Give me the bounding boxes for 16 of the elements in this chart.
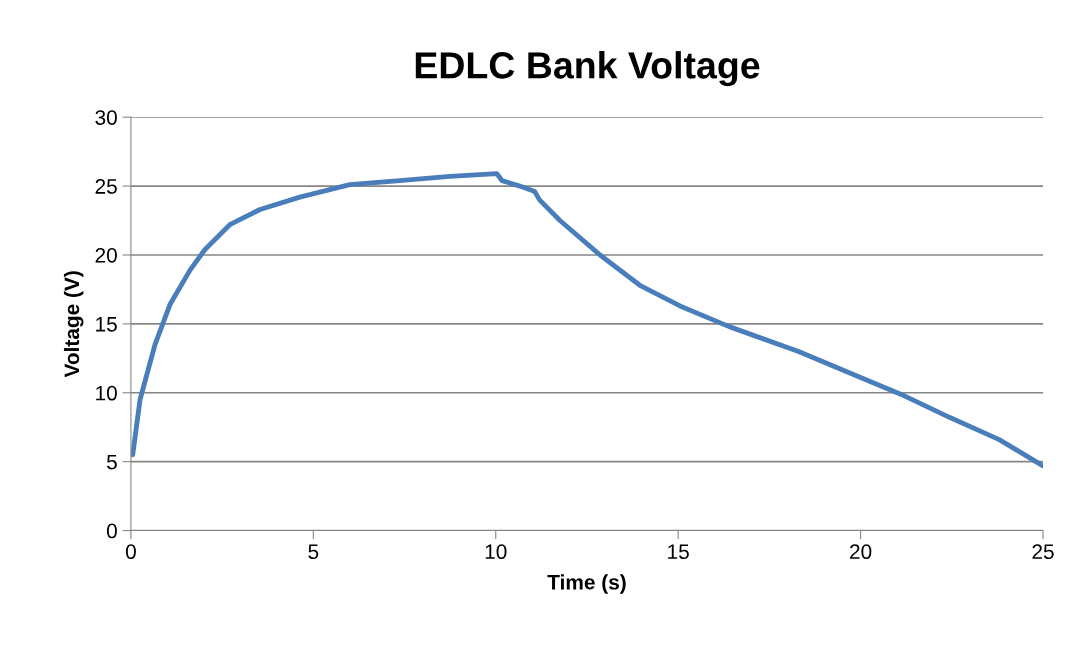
x-tick-label: 20 — [850, 544, 872, 560]
y-tick-label: 0 — [106, 523, 117, 539]
y-tick-label: 5 — [106, 454, 117, 470]
x-tick-label: 15 — [668, 544, 689, 560]
y-tick-label: 20 — [95, 247, 117, 263]
y-tick-label: 10 — [96, 385, 117, 401]
x-tick-label: 0 — [125, 544, 136, 560]
y-axis-title: Voltage (V) — [63, 271, 84, 378]
y-tick-label: 25 — [95, 179, 117, 194]
x-tick-label: 25 — [1032, 544, 1054, 560]
x-tick-label: 10 — [485, 544, 507, 560]
x-axis-title: Time (s) — [547, 574, 626, 594]
chart-title: EDLC Bank Voltage — [415, 51, 760, 87]
x-tick-label: 5 — [308, 544, 319, 560]
y-tick-label: 15 — [96, 317, 117, 332]
y-tick-label: 30 — [95, 110, 117, 125]
